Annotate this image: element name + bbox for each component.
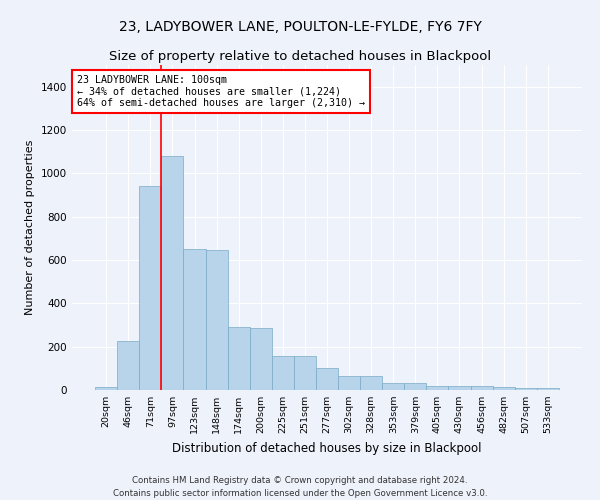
Y-axis label: Number of detached properties: Number of detached properties [25,140,35,315]
Bar [117,342,139,390]
Bar [95,387,117,390]
Bar [515,388,537,390]
Bar [382,383,404,390]
Text: Size of property relative to detached houses in Blackpool: Size of property relative to detached ho… [109,50,491,63]
Bar [161,156,184,390]
Bar [294,356,316,390]
Bar [470,386,493,390]
Bar [537,388,559,390]
Bar [448,386,470,390]
Bar [360,376,382,390]
Text: Contains HM Land Registry data © Crown copyright and database right 2024.
Contai: Contains HM Land Registry data © Crown c… [113,476,487,498]
Text: 23, LADYBOWER LANE, POULTON-LE-FYLDE, FY6 7FY: 23, LADYBOWER LANE, POULTON-LE-FYLDE, FY… [119,20,481,34]
Bar [227,327,250,390]
Bar [184,249,206,390]
Bar [493,388,515,390]
X-axis label: Distribution of detached houses by size in Blackpool: Distribution of detached houses by size … [172,442,482,454]
Bar [338,376,360,390]
Bar [316,368,338,390]
Bar [139,186,161,390]
Bar [206,250,227,390]
Text: 23 LADYBOWER LANE: 100sqm
← 34% of detached houses are smaller (1,224)
64% of se: 23 LADYBOWER LANE: 100sqm ← 34% of detac… [77,74,365,108]
Bar [427,386,448,390]
Bar [250,328,272,390]
Bar [404,383,427,390]
Bar [272,356,294,390]
